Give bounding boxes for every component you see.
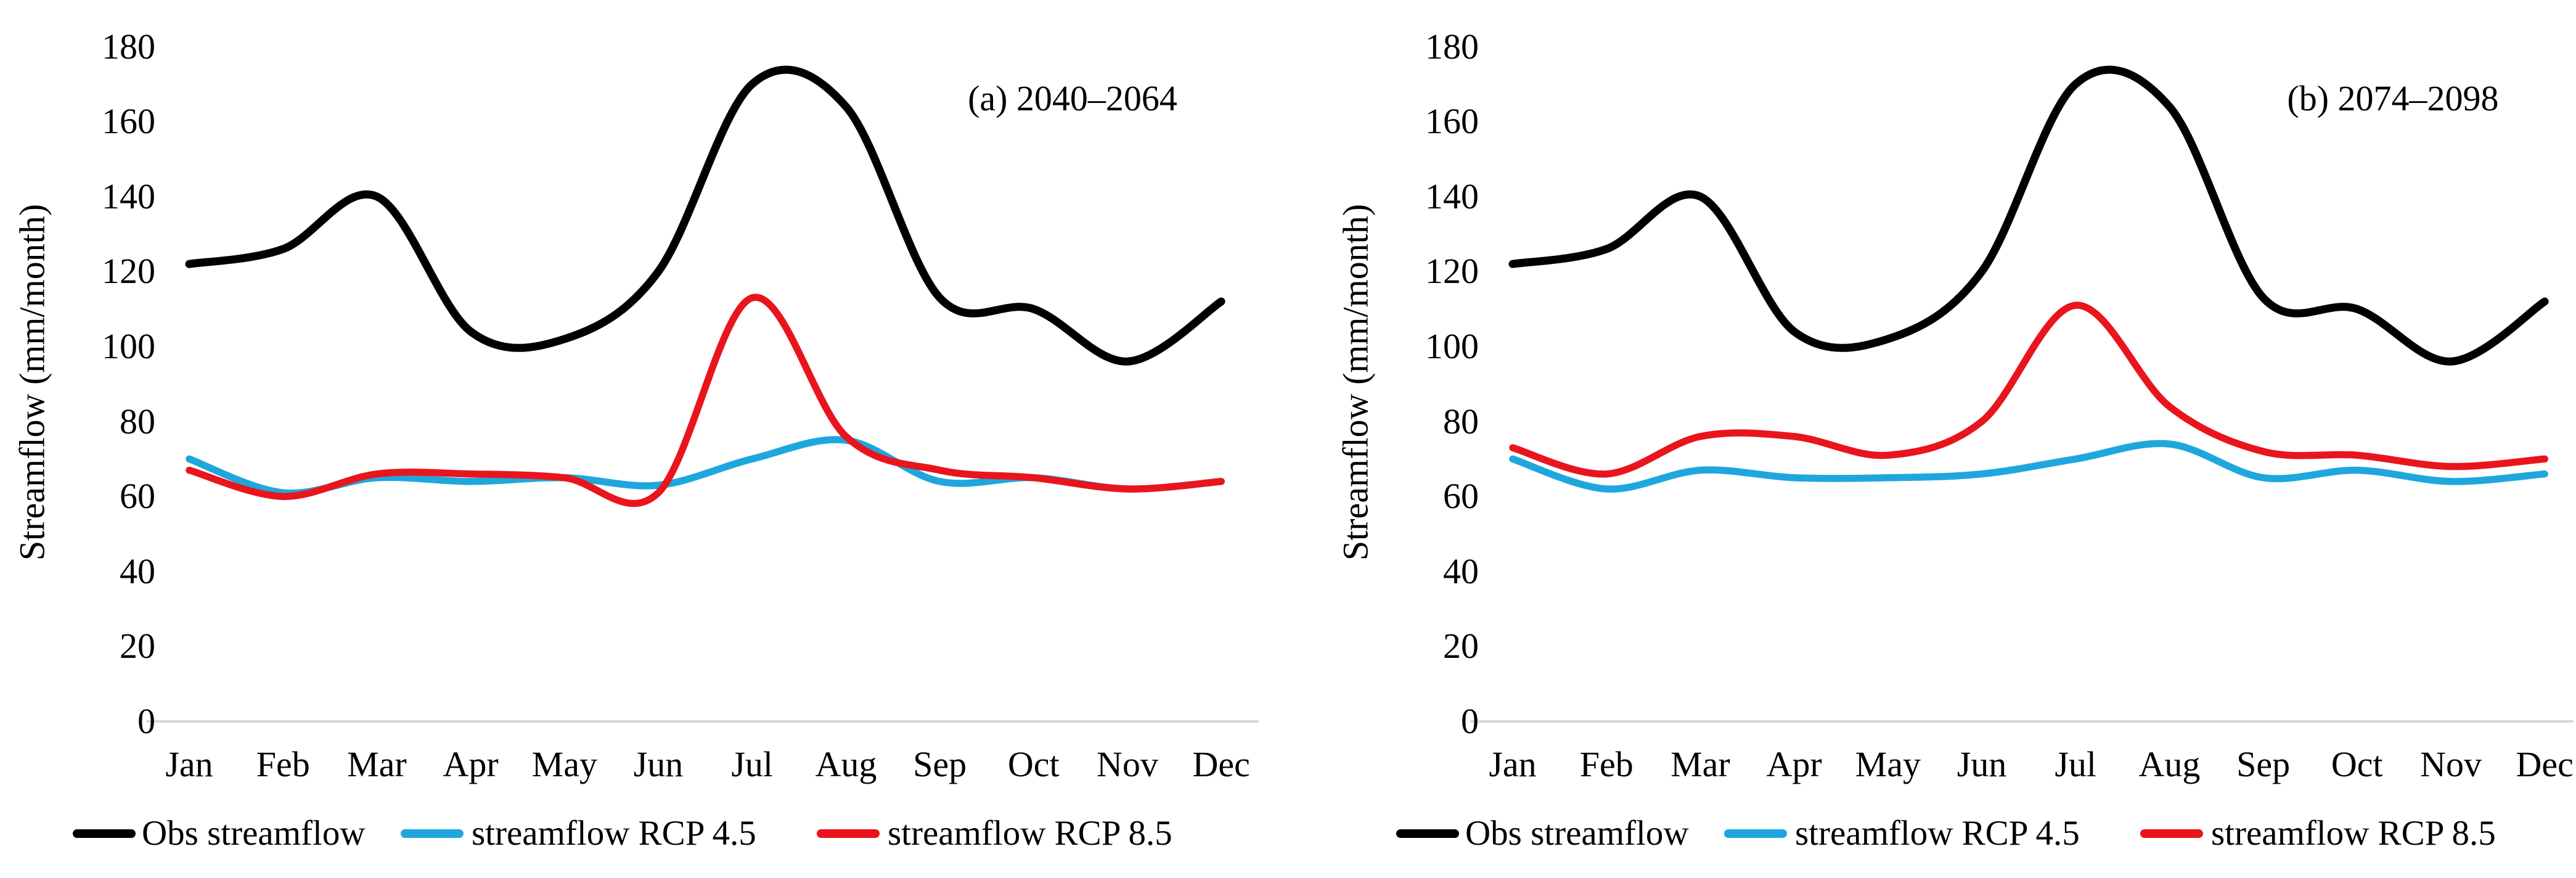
x-tick-label-a-jul: Jul [731,744,774,784]
legend-label-rcp45-line-a: streamflow RCP 4.5 [472,814,756,853]
x-tick-label-a-may: May [531,744,597,784]
y-tick-label-a-80: 80 [120,401,155,441]
legend-swatch-rcp85-line-b [2140,829,2203,838]
y-tick-label-b-100: 100 [1425,326,1479,366]
x-tick-label-b-nov: Nov [2420,744,2482,784]
legend-label-rcp85-line-b: streamflow RCP 8.5 [2211,814,2496,853]
y-tick-label-b-0: 0 [1461,701,1479,741]
y-tick-label-b-160: 160 [1425,101,1479,142]
rcp45-line-b [1509,440,2548,493]
x-tick-label-b-jan: Jan [1489,744,1537,784]
x-tick-label-b-may: May [1855,744,1921,784]
y-tick-label-b-40: 40 [1443,551,1479,591]
y-tick-label-a-0: 0 [137,701,155,741]
rcp85-line-a [186,293,1225,507]
legend-label-rcp85-line-a: streamflow RCP 8.5 [888,814,1172,853]
x-tick-label-a-aug: Aug [815,744,877,784]
legend-label-rcp45-line-b: streamflow RCP 4.5 [1795,814,2080,853]
y-tick-label-b-140: 140 [1425,176,1479,216]
chart-title-a: (a) 2040–2064 [968,78,1177,118]
x-tick-label-a-apr: Apr [443,744,499,784]
y-tick-label-a-20: 20 [120,626,155,667]
x-tick-label-a-jan: Jan [165,744,213,784]
y-tick-label-a-60: 60 [120,476,155,517]
x-tick-label-a-sep: Sep [913,744,967,784]
y-tick-label-b-80: 80 [1443,401,1479,441]
legend-swatch-rcp45-line-a [401,829,464,838]
x-tick-label-b-dec: Dec [2516,744,2574,784]
y-tick-label-b-60: 60 [1443,476,1479,517]
rcp85-line-b [1509,302,2548,478]
y-tick-label-a-180: 180 [102,26,155,67]
legend-swatch-obs-streamflow-line-a [73,829,136,838]
x-tick-label-a-oct: Oct [1007,744,1060,784]
x-tick-label-a-mar: Mar [347,744,407,784]
x-tick-label-b-jun: Jun [1957,744,2007,784]
legend-label-obs-streamflow-line-b: Obs streamflow [1465,814,1689,853]
y-tick-label-a-40: 40 [120,551,155,591]
x-tick-label-b-aug: Aug [2138,744,2201,784]
y-tick-label-b-20: 20 [1443,626,1479,667]
y-tick-label-a-160: 160 [102,101,155,142]
y-tick-label-b-180: 180 [1425,26,1479,67]
x-tick-label-b-jul: Jul [2055,744,2097,784]
x-tick-label-a-nov: Nov [1097,744,1158,784]
y-tick-label-a-140: 140 [102,176,155,216]
x-tick-label-b-oct: Oct [2331,744,2383,784]
legend-swatch-rcp85-line-a [817,829,880,838]
x-tick-label-b-sep: Sep [2236,744,2291,784]
x-tick-label-a-dec: Dec [1192,744,1250,784]
x-tick-label-b-mar: Mar [1670,744,1730,784]
chart-title-b: (b) 2074–2098 [2287,78,2499,118]
obs-streamflow-line-a [185,65,1225,366]
x-tick-label-b-apr: Apr [1766,744,1822,784]
x-tick-label-a-jun: Jun [633,744,684,784]
legend-swatch-rcp45-line-b [1724,829,1787,838]
legend-label-obs-streamflow-line-a: Obs streamflow [142,814,366,853]
y-tick-label-b-120: 120 [1425,251,1479,292]
legend-swatch-obs-streamflow-line-b [1396,829,1459,838]
y-tick-label-a-100: 100 [102,326,155,366]
y-tick-label-a-120: 120 [102,251,155,292]
x-tick-label-a-feb: Feb [256,744,310,784]
obs-streamflow-line-b [1508,65,2549,366]
x-tick-label-b-feb: Feb [1579,744,1634,784]
